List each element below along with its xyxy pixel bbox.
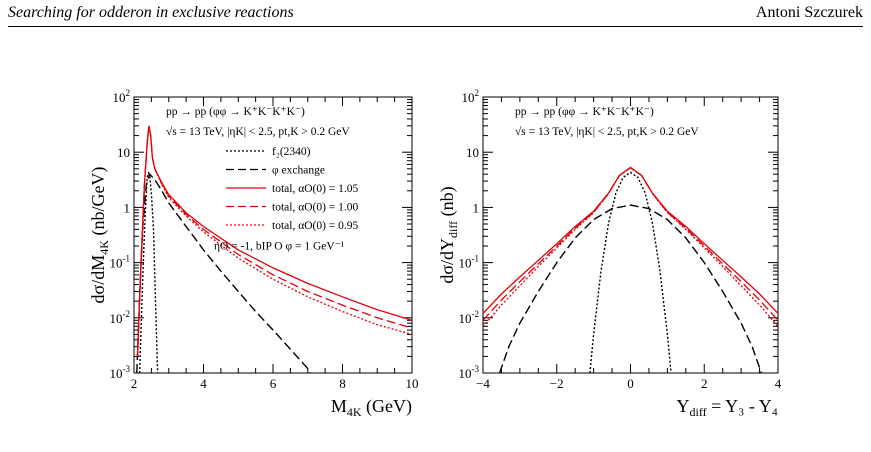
series-curve-1: [498, 204, 763, 373]
y-tick-label: 1: [473, 200, 480, 215]
y-tick-label: 10-1: [459, 254, 480, 271]
y-tick-exponent: 2: [475, 88, 480, 98]
y-tick-exponent: -2: [472, 309, 480, 319]
y-tick-label: 10: [466, 145, 479, 160]
legend-label-2: total, αO(0) = 1.05: [272, 183, 359, 195]
x-tick-label: 8: [339, 376, 346, 391]
cuts-label: √s = 13 TeV, |ηK| < 2.5, pt,K > 0.2 GeV: [515, 125, 699, 138]
y-tick-base: 10: [466, 145, 479, 160]
x-tick-label: 4: [775, 376, 782, 391]
y-tick-label: 10-2: [110, 309, 131, 326]
series-curve-0: [589, 171, 672, 373]
y-tick-label: 10: [117, 145, 130, 160]
x-tick-label: 2: [131, 376, 138, 391]
y-tick-base: 10: [459, 311, 472, 326]
x-tick-label: 2: [701, 376, 708, 391]
y-tick-exponent: -1: [472, 254, 480, 264]
y-tick-base: 10: [462, 90, 475, 105]
series-curve-4: [136, 125, 412, 357]
x-tick-label: 0: [627, 376, 634, 391]
y-tick-label: 10-2: [459, 309, 480, 326]
y-tick-label: 10-3: [459, 364, 480, 381]
series-curve-1: [136, 172, 311, 373]
y-tick-base: 10: [110, 256, 123, 271]
plot-frame: [133, 96, 413, 374]
series-curve-0: [138, 170, 159, 373]
y-tick-exponent: -1: [123, 254, 131, 264]
x-tick-label: −4: [476, 376, 490, 391]
x-tick-label: 4: [200, 376, 207, 391]
y-tick-base: 10: [110, 311, 123, 326]
legend-label-3: total, αO(0) = 1.00: [272, 202, 359, 214]
y-tick-label: 1: [124, 200, 131, 215]
y-tick-label: 10-1: [110, 254, 131, 271]
y-axis-title: dσ/dYdiff (nb): [437, 186, 460, 283]
cuts-label: √s = 13 TeV, |ηK| < 2.5, pt,K > 0.2 GeV: [166, 125, 350, 138]
y-axis-title: dσ/dM4K (nb/GeV): [88, 167, 111, 304]
plot-frame: [482, 96, 779, 374]
params-label: ηO = -1, bIP O φ = 1 GeV⁻¹: [214, 241, 345, 253]
series-curve-3: [483, 166, 778, 321]
y-tick-exponent: -3: [123, 364, 131, 374]
series-curve-2: [483, 166, 778, 314]
series-curve-4: [483, 167, 778, 327]
running-header-author: Antoni Szczurek: [755, 4, 863, 21]
y-tick-label: 102: [113, 88, 131, 105]
y-tick-label: 10-3: [110, 364, 131, 381]
header-rule: [8, 26, 863, 27]
y-tick-base: 10: [110, 366, 123, 381]
y-tick-base: 1: [473, 200, 480, 215]
y-tick-exponent: -3: [472, 364, 480, 374]
x-axis-title: M4K (GeV): [331, 396, 412, 419]
y-tick-base: 10: [117, 145, 130, 160]
legend-label-4: total, αO(0) = 0.95: [272, 220, 359, 232]
running-header-title: Searching for odderon in exclusive react…: [8, 4, 294, 21]
x-tick-label: 10: [406, 376, 419, 391]
x-axis-title: Ydiff = Y₃ - Y₄: [677, 396, 778, 419]
y-tick-base: 10: [459, 256, 472, 271]
process-label: pp → pp (φφ → K⁺K⁻K⁺K⁻): [166, 106, 305, 118]
process-label: pp → pp (φφ → K⁺K⁻K⁺K⁻): [515, 106, 654, 118]
x-tick-label: 6: [270, 376, 277, 391]
y-tick-base: 1: [124, 200, 131, 215]
series-curve-2: [136, 125, 412, 357]
y-tick-exponent: -2: [123, 309, 131, 319]
x-tick-label: −2: [550, 376, 564, 391]
legend-label-1: φ exchange: [272, 165, 325, 177]
y-tick-exponent: 2: [126, 88, 131, 98]
y-tick-base: 10: [113, 90, 126, 105]
y-tick-base: 10: [459, 366, 472, 381]
y-tick-label: 102: [462, 88, 480, 105]
legend-label-0: f₂(2340): [272, 146, 311, 158]
